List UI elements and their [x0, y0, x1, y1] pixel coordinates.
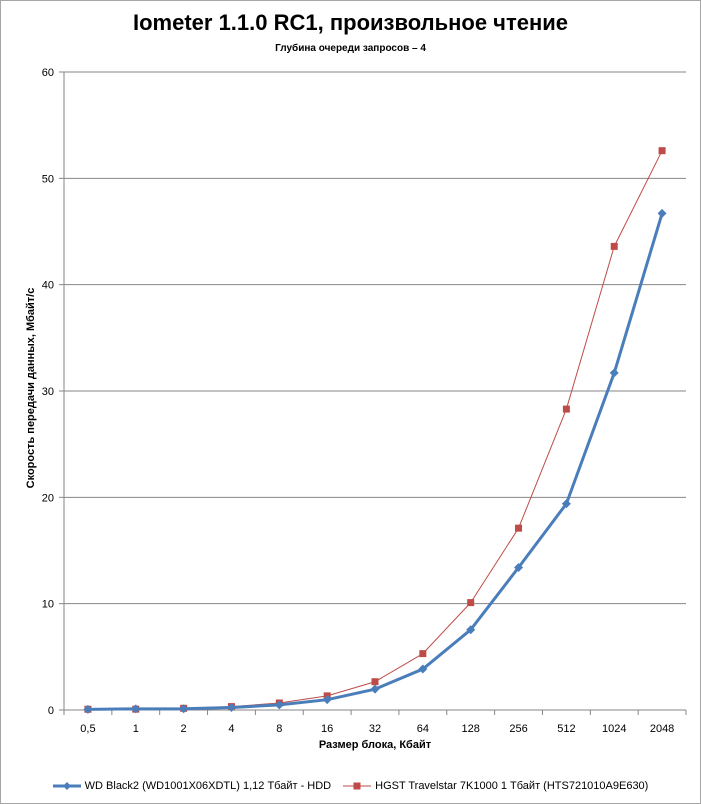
x-tick-label-12: 2048 — [650, 723, 674, 735]
y-tick-label-1: 10 — [42, 599, 54, 611]
y-tick-label-2: 20 — [42, 492, 54, 504]
series-2-point-7 — [419, 650, 427, 658]
series-1-point-4 — [274, 700, 284, 710]
series-2-point-6 — [371, 678, 379, 686]
series-line-2 — [87, 150, 663, 710]
series-1-point-10 — [561, 499, 571, 509]
series-line-1 — [87, 212, 664, 711]
series-1-point-12 — [657, 208, 667, 218]
series-1-point-1 — [131, 704, 141, 714]
series-1-point-2 — [179, 704, 189, 714]
x-tick-label-1: 1 — [133, 723, 139, 735]
legend-label-series-2: HGST Travelstar 7K1000 1 Тбайт (HTS72101… — [375, 780, 649, 792]
y-tick-label-5: 50 — [42, 173, 54, 185]
series-2-point-8 — [467, 599, 475, 607]
y-tick-label-0: 0 — [48, 705, 54, 717]
series-2-point-9 — [515, 524, 523, 532]
x-tick-label-8: 128 — [462, 723, 480, 735]
series-1-point-0 — [83, 704, 93, 714]
series-2-point-11 — [610, 242, 618, 250]
x-tick-label-9: 256 — [509, 723, 527, 735]
legend: WD Black2 (WD1001X06XDTL) 1,12 Тбайт - H… — [0, 775, 701, 797]
series-1-point-9 — [514, 563, 524, 573]
x-tick-label-10: 512 — [557, 723, 575, 735]
series-1-point-8 — [466, 625, 476, 635]
y-tick-label-4: 40 — [42, 280, 54, 292]
x-tick-label-0: 0,5 — [80, 723, 95, 735]
x-axis-label: Размер блока, Кбайт — [318, 739, 432, 751]
legend-swatch-series-2 — [343, 782, 372, 790]
legend-label-series-1: WD Black2 (WD1001X06XDTL) 1,12 Тбайт - H… — [84, 780, 332, 792]
x-tick-label-4: 8 — [276, 723, 282, 735]
x-tick-label-7: 64 — [417, 723, 429, 735]
series-1-point-11 — [609, 368, 619, 378]
x-tick-label-6: 32 — [369, 723, 381, 735]
x-tick-label-2: 2 — [181, 723, 187, 735]
series-2-point-12 — [658, 147, 666, 155]
y-tick-label-3: 30 — [42, 386, 54, 398]
series-1-point-5 — [322, 695, 332, 705]
x-tick-label-5: 16 — [321, 723, 333, 735]
series-1-point-7 — [418, 664, 428, 674]
legend-item-series-1: WD Black2 (WD1001X06XDTL) 1,12 Тбайт - H… — [52, 780, 332, 792]
x-tick-label-11: 1024 — [602, 723, 626, 735]
chart-subtitle: Глубина очереди запросов – 4 — [275, 43, 426, 54]
legend-item-series-2: HGST Travelstar 7K1000 1 Тбайт (HTS72101… — [343, 780, 648, 792]
series-2-point-10 — [562, 405, 570, 413]
y-tick-label-6: 60 — [42, 67, 54, 79]
chart-title: Iometer 1.1.0 RC1, произвольное чтение — [132, 10, 568, 35]
legend-swatch-series-1 — [52, 782, 81, 790]
x-tick-label-3: 4 — [228, 723, 234, 735]
series-1-point-3 — [226, 702, 236, 712]
series-1-point-6 — [370, 684, 380, 694]
